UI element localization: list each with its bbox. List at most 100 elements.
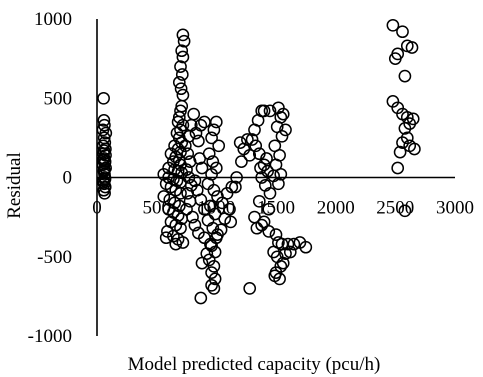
data-point xyxy=(405,41,419,54)
data-point xyxy=(262,225,276,238)
data-point xyxy=(275,129,289,143)
data-point xyxy=(205,278,218,292)
data-point xyxy=(245,133,259,146)
data-point xyxy=(174,82,188,96)
data-point xyxy=(171,209,185,222)
x-tick-label: 1500 xyxy=(257,198,295,219)
data-point xyxy=(241,133,254,146)
data-point xyxy=(206,155,220,168)
data-point xyxy=(97,114,111,127)
data-point xyxy=(207,123,221,137)
y-tick-label: 0 xyxy=(63,168,73,189)
data-point xyxy=(180,163,193,176)
data-point xyxy=(243,148,257,162)
data-point xyxy=(393,145,407,159)
data-point xyxy=(386,18,400,32)
data-point xyxy=(220,186,234,200)
data-point xyxy=(202,147,216,161)
data-point xyxy=(223,202,236,216)
data-point xyxy=(396,136,409,149)
x-tick-labels: 0 500 1000 1500 2000 2500 3000 xyxy=(92,198,474,219)
data-point xyxy=(398,69,412,83)
data-point xyxy=(272,101,285,115)
data-point xyxy=(169,237,183,251)
data-point xyxy=(252,194,266,208)
data-point xyxy=(281,237,295,251)
data-point xyxy=(175,44,189,58)
data-point xyxy=(97,144,111,157)
y-tick-label: -1000 xyxy=(28,326,72,347)
data-point xyxy=(250,221,264,235)
data-point xyxy=(157,190,171,203)
data-point xyxy=(391,161,405,175)
data-point xyxy=(269,228,283,241)
data-point xyxy=(207,282,221,295)
data-point xyxy=(260,152,273,165)
data-point xyxy=(175,136,189,149)
x-tick-label: 3000 xyxy=(436,198,474,219)
data-point xyxy=(176,236,190,249)
data-point xyxy=(276,107,290,121)
data-point xyxy=(174,186,187,200)
data-point xyxy=(205,131,218,145)
y-tick-label: 500 xyxy=(44,88,73,109)
data-point xyxy=(254,161,267,175)
data-point xyxy=(186,210,199,224)
data-point xyxy=(188,174,202,188)
data-point xyxy=(194,118,208,132)
data-point xyxy=(207,183,221,197)
data-point xyxy=(388,52,402,65)
data-point xyxy=(159,231,173,245)
data-point xyxy=(97,163,111,176)
data-point xyxy=(209,115,223,129)
data-point xyxy=(175,68,189,81)
data-point xyxy=(209,161,223,175)
data-point xyxy=(391,101,405,115)
data-point xyxy=(262,202,276,216)
x-tick-label: 500 xyxy=(142,198,171,219)
data-point xyxy=(176,88,190,102)
data-point xyxy=(195,161,209,175)
data-point xyxy=(283,245,297,259)
data-point xyxy=(267,169,280,183)
y-tick-labels: 1000 500 0 -500 -1000 xyxy=(28,9,72,347)
data-point xyxy=(279,123,292,137)
y-axis-title: Residual xyxy=(4,152,25,219)
x-tick-label: 1000 xyxy=(197,198,235,219)
data-point xyxy=(174,60,187,73)
data-point xyxy=(176,50,190,64)
data-point xyxy=(257,158,271,172)
data-point xyxy=(224,215,238,229)
data-point xyxy=(188,218,202,232)
data-point xyxy=(98,156,112,170)
y-tick-label: -500 xyxy=(37,247,72,268)
data-point xyxy=(276,256,290,270)
data-point xyxy=(198,115,211,129)
data-point xyxy=(299,240,313,254)
data-point xyxy=(274,259,288,273)
data-point xyxy=(229,180,242,194)
data-point xyxy=(97,91,110,105)
data-point xyxy=(257,104,271,118)
data-point xyxy=(249,139,263,153)
data-point xyxy=(268,269,282,283)
data-point xyxy=(201,177,215,191)
data-point xyxy=(177,34,191,48)
data-point xyxy=(180,202,193,216)
data-point xyxy=(235,155,248,168)
x-axis-title: Model predicted capacity (pcu/h) xyxy=(128,354,381,375)
data-point xyxy=(396,25,409,39)
data-point xyxy=(214,223,228,237)
data-point xyxy=(187,107,201,121)
data-point xyxy=(207,259,221,273)
data-point xyxy=(172,110,186,124)
x-tick-label: 2000 xyxy=(317,198,355,219)
data-point xyxy=(398,122,412,135)
data-point xyxy=(408,142,421,156)
x-tick-label: 0 xyxy=(92,198,102,219)
data-point xyxy=(174,123,187,137)
data-point xyxy=(398,204,412,218)
data-point xyxy=(172,76,186,89)
data-point xyxy=(243,282,257,295)
data-points xyxy=(96,18,421,305)
